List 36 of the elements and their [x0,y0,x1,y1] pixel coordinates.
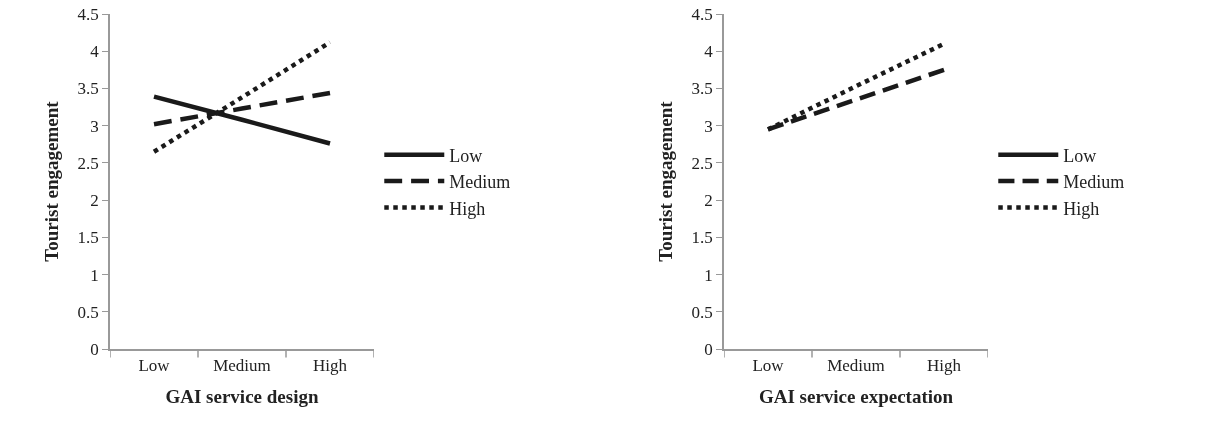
y-tick-label: 3 [90,116,99,136]
legend-label: High [1063,198,1100,219]
y-tick-label: 4.5 [77,4,99,24]
legend-label: High [449,198,486,219]
y-tick-label: 1 [704,265,713,285]
y-tick-label: 0 [90,339,99,359]
x-axis-title: GAI service expectation [758,386,954,408]
y-tick-label: 0 [704,339,713,359]
y-axis-title: Tourist engagement [654,100,676,262]
x-tick-label: Medium [213,356,271,376]
y-tick-label: 0.5 [77,302,99,322]
y-tick-label: 2 [704,191,713,211]
y-tick-label: 0.5 [691,302,713,322]
y-tick-label: 2.5 [691,153,713,173]
x-tick-label: Low [138,356,171,376]
y-tick-label: 1 [90,265,99,285]
y-tick-label: 3 [704,116,713,136]
y-tick-label: 4 [90,42,100,62]
y-tick-label: 3.5 [691,79,713,99]
y-tick-label: 4 [704,42,714,62]
x-tick-label: Medium [827,356,885,376]
legend-label: Medium [449,172,511,193]
y-axis-title: Tourist engagement [40,100,62,262]
legend-label: Low [1063,145,1097,166]
y-tick-label: 1.5 [691,228,713,248]
y-tick-label: 3.5 [77,79,99,99]
legend-label: Medium [1063,172,1125,193]
y-tick-label: 1.5 [77,228,99,248]
y-tick-label: 2 [90,191,99,211]
x-tick-label: High [313,356,348,376]
x-axis-title: GAI service design [165,386,319,408]
x-tick-label: Low [752,356,785,376]
y-tick-label: 2.5 [77,153,99,173]
y-tick-label: 4.5 [691,4,713,24]
legend-label: Low [449,145,483,166]
x-tick-label: High [927,356,962,376]
